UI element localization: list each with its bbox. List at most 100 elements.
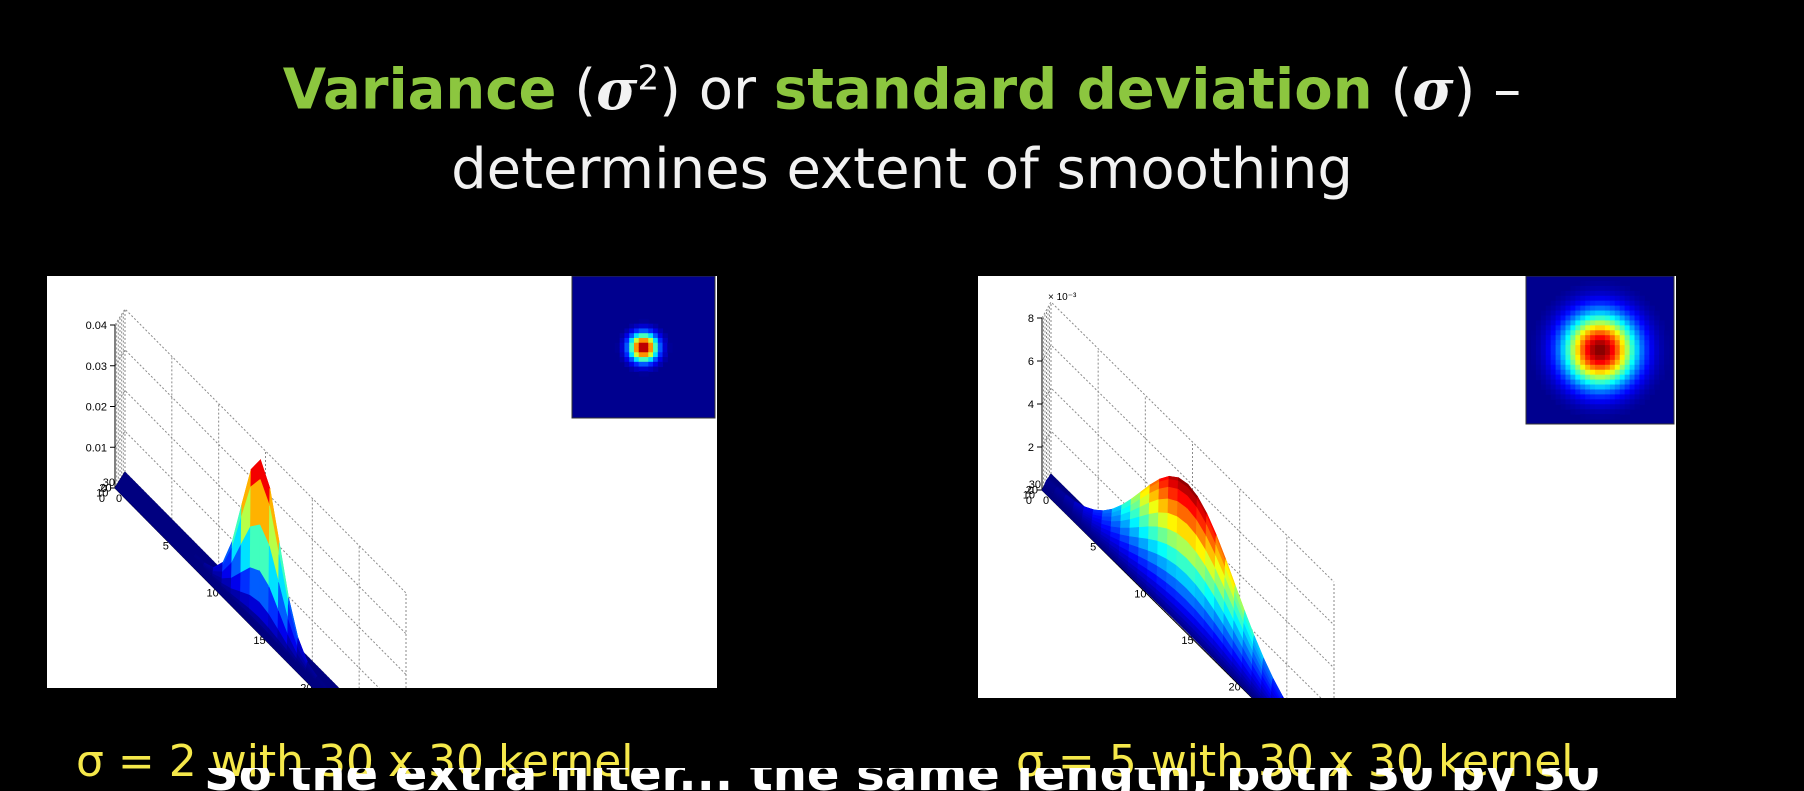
inset-cell: [1649, 384, 1655, 390]
inset-cell: [662, 342, 668, 348]
inset-cell: [643, 337, 649, 344]
inset-cell: [638, 318, 644, 325]
inset-cell: [1530, 359, 1537, 366]
inset-cell: [1540, 354, 1547, 361]
inset-cell: [614, 342, 621, 348]
inset-cell: [1580, 315, 1586, 321]
inset-cell: [1575, 384, 1581, 390]
inset-cell: [1624, 315, 1631, 321]
inset-cell: [1634, 340, 1640, 346]
inset-cell: [1575, 369, 1581, 376]
inset-cell: [1580, 374, 1586, 381]
inset-cell: [1629, 320, 1636, 326]
inset-cell: [1575, 330, 1581, 336]
inset-cell: [629, 366, 635, 372]
inset-cell: [1634, 389, 1640, 395]
inset-cell: [1590, 359, 1596, 366]
inset-cell: [1595, 409, 1601, 415]
inset-cell: [1565, 310, 1571, 316]
inset-cell: [1595, 374, 1601, 381]
inset-cell: [648, 323, 654, 329]
inset-cell: [1604, 414, 1611, 420]
inset-cell: [1570, 320, 1576, 326]
inset-cell: [1595, 330, 1601, 336]
inset-cell: [1604, 369, 1611, 376]
inset-cell: [1659, 374, 1665, 381]
inset-cell: [1629, 364, 1636, 371]
surface-cell: [1271, 683, 1280, 698]
inset-cell: [1590, 399, 1596, 405]
inset-cell: [1664, 335, 1670, 341]
inset-cell: [1639, 379, 1645, 386]
inset-cell: [1614, 374, 1621, 381]
surface-cell: [328, 683, 334, 688]
inset-cell: [1590, 384, 1596, 390]
inset-cell: [653, 361, 659, 368]
inset-cell: [1575, 315, 1581, 321]
inset-cell: [1550, 315, 1557, 321]
inset-cell: [1624, 310, 1631, 316]
inset-cell: [1540, 320, 1547, 326]
z-tick-label: 2: [1028, 442, 1034, 454]
inset-cell: [1585, 310, 1591, 316]
inset-cell: [1639, 364, 1645, 371]
inset-cell: [1540, 384, 1547, 390]
inset-cell: [638, 337, 644, 344]
inset-cell: [1545, 359, 1552, 366]
surface-cell: [240, 567, 251, 596]
inset-cell: [1590, 414, 1596, 420]
inset-cell: [1644, 374, 1650, 381]
inset-cell: [624, 347, 630, 353]
inset-cell: [1535, 345, 1542, 351]
inset-cell: [1550, 354, 1557, 361]
inset-cell: [1565, 399, 1571, 405]
inset-cell: [1614, 379, 1621, 386]
inset-cell: [1600, 330, 1606, 336]
inset-cell: [1614, 280, 1621, 287]
inset-cell: [1644, 379, 1650, 386]
inset-cell: [1629, 310, 1636, 316]
inset-cell: [1614, 394, 1621, 400]
inset-cell: [1585, 330, 1591, 336]
inset-cell: [1664, 354, 1670, 361]
inset-cell: [1545, 340, 1552, 346]
z-tick-label: 6: [1028, 356, 1034, 368]
inset-heatmap: [571, 276, 716, 419]
inset-cell: [1580, 325, 1586, 331]
inset-cell: [1654, 325, 1660, 331]
inset-cell: [1629, 394, 1636, 400]
inset-cell: [1585, 369, 1591, 376]
inset-cell: [1619, 295, 1626, 302]
inset-cell: [1540, 335, 1547, 341]
inset-cell: [1659, 330, 1665, 336]
inset-cell: [1619, 330, 1626, 336]
inset-cell: [1649, 340, 1655, 346]
inset-cell: [1614, 325, 1621, 331]
inset-cell: [1604, 374, 1611, 381]
inset-cell: [1619, 335, 1626, 341]
inset-cell: [1570, 315, 1576, 321]
inset-cell: [1545, 325, 1552, 331]
inset-cell: [1585, 350, 1591, 356]
surface-cell: [1249, 691, 1256, 698]
inset-cell: [1659, 325, 1665, 331]
surface-cell: [1157, 512, 1169, 530]
inset-cell: [1560, 379, 1566, 386]
inset-cell: [1614, 335, 1621, 341]
inset-cell: [633, 342, 640, 348]
inset-cell: [1604, 280, 1611, 287]
or-word: or: [698, 57, 757, 123]
inset-cell: [1614, 384, 1621, 390]
inset-cell: [1609, 350, 1616, 356]
inset-cell: [1595, 310, 1601, 316]
inset-cell: [1644, 310, 1650, 316]
inset-cell: [653, 333, 659, 339]
inset-cell: [1550, 335, 1557, 341]
inset-cell: [1600, 374, 1606, 381]
inset-cell: [1590, 350, 1596, 356]
inset-cell: [1654, 345, 1660, 351]
inset-cell: [629, 347, 635, 353]
inset-cell: [1634, 330, 1640, 336]
inset-cell: [662, 357, 668, 363]
inset-cell: [1560, 399, 1566, 405]
